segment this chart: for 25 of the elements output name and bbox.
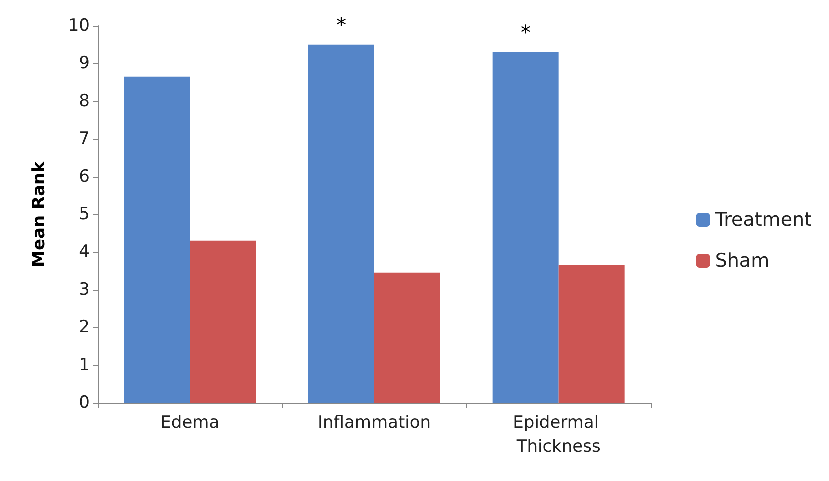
y-tick-label: 4 [79, 242, 90, 262]
legend-label: Treatment [714, 209, 812, 231]
x-tick-label: Edema [160, 413, 220, 433]
y-tick-label: 8 [79, 91, 90, 112]
legend-label: Sham [715, 250, 770, 272]
y-tick-label: 10 [68, 16, 90, 36]
bar [558, 265, 625, 403]
y-tick-label: 3 [79, 280, 90, 300]
y-axis-title: Mean Rank [30, 160, 50, 268]
x-tick-label: Epidermal Thickness [513, 413, 604, 457]
y-tick-label: 9 [79, 54, 90, 74]
annotation: * [336, 12, 346, 37]
x-tick-label: Inflammation [318, 413, 432, 433]
annotation: * [520, 20, 531, 44]
bar [308, 44, 374, 403]
bar [492, 52, 559, 403]
bar [374, 272, 440, 403]
y-tick-label: 1 [79, 355, 90, 376]
bar [124, 76, 190, 403]
y-tick-label: 5 [79, 204, 90, 224]
y-tick-label: 0 [79, 393, 90, 413]
y-tick-label: 7 [79, 129, 90, 150]
y-tick-label: 6 [79, 166, 90, 187]
y-tick-label: 2 [79, 318, 90, 338]
bar [190, 240, 256, 403]
